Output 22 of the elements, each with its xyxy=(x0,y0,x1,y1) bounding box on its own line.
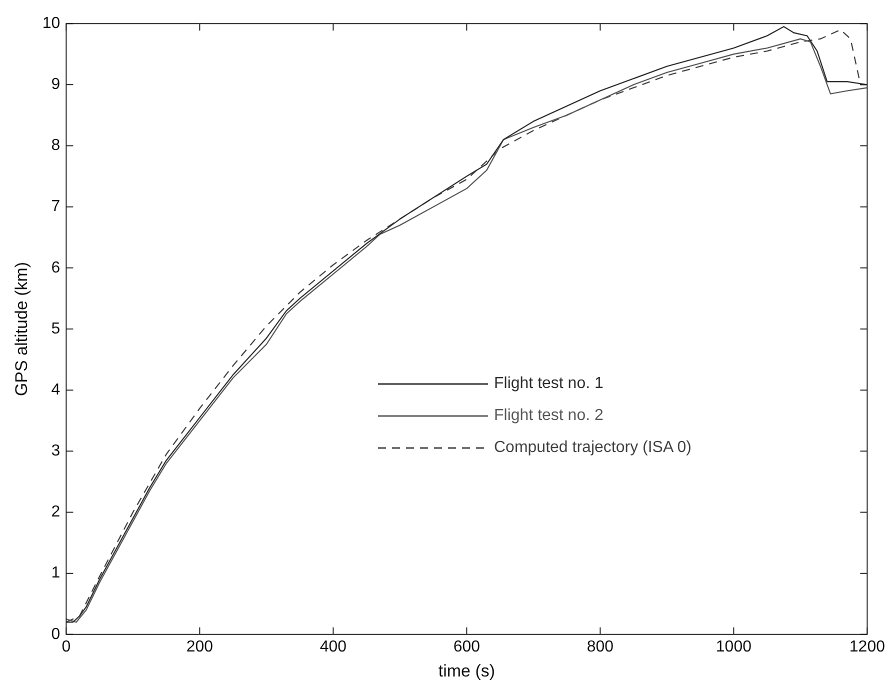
x-tick-label: 400 xyxy=(320,638,347,656)
x-tick-label: 200 xyxy=(186,638,214,656)
x-tick-label: 600 xyxy=(453,638,480,656)
y-tick-label: 5 xyxy=(51,320,60,338)
x-tick-label: 1000 xyxy=(716,638,752,656)
x-tick-label: 1200 xyxy=(849,638,886,656)
y-tick-label: 9 xyxy=(51,76,60,94)
text: Computed trajectory (ISA 0) xyxy=(494,439,692,457)
y-tick-label: 6 xyxy=(51,259,60,276)
y-tick-label: 4 xyxy=(51,381,60,398)
y-tick-label: 10 xyxy=(42,15,60,32)
text: Flight test no. 1 xyxy=(494,375,604,393)
y-tick-label: 0 xyxy=(51,626,60,643)
y-tick-label: 1 xyxy=(51,564,60,582)
y-tick-label: 3 xyxy=(51,442,60,460)
x-tick-label: 800 xyxy=(586,638,614,656)
y-tick-label: 7 xyxy=(51,198,60,216)
y-axis-title: GPS altitude (km) xyxy=(12,262,31,396)
y-tick-label: 8 xyxy=(51,137,60,154)
y-tick-label: 2 xyxy=(51,504,60,521)
x-axis-title: time (s) xyxy=(438,661,496,680)
text: Flight test no. 2 xyxy=(494,407,604,425)
